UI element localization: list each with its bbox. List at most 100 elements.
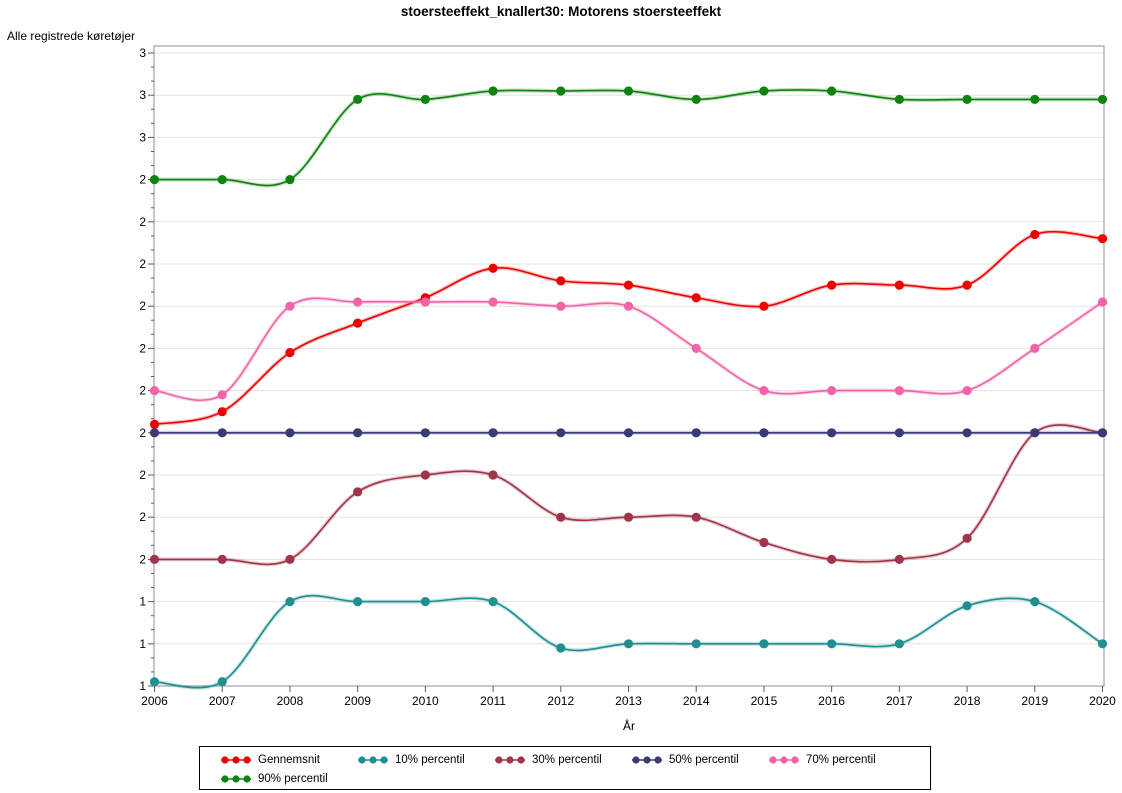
data-point-50pct-percentil-2017	[894, 428, 904, 438]
data-point-90pct-percentil-2009	[353, 94, 363, 105]
x-tick-label: 2011	[480, 694, 506, 708]
legend-item-gennemsnit: Gennemsnit	[220, 754, 357, 766]
y-tick-label: 1	[139, 637, 146, 651]
legend-item-70pct-percentil: 70% percentil	[768, 754, 905, 766]
data-point-90pct-percentil-2020	[1097, 94, 1108, 105]
legend-item-90pct-percentil: 90% percentil	[220, 773, 357, 785]
data-point-30pct-percentil-2010	[420, 470, 430, 480]
data-point-50pct-percentil-2015	[759, 428, 769, 438]
data-point-30pct-percentil-2017	[894, 554, 904, 565]
data-point-gennemsnit-2017	[894, 280, 904, 290]
data-point-gennemsnit-2008	[285, 348, 295, 358]
x-tick-label: 2010	[412, 694, 439, 708]
x-tick-label: 2017	[886, 694, 913, 708]
data-point-30pct-percentil-2011	[488, 470, 498, 480]
data-point-90pct-percentil-2012	[556, 86, 566, 96]
data-point-90pct-percentil-2014	[691, 94, 701, 105]
data-point-90pct-percentil-2018	[962, 94, 972, 105]
data-point-70pct-percentil-2016	[827, 386, 837, 396]
y-tick-label: 3	[139, 130, 146, 144]
y-tick-label: 2	[139, 510, 146, 524]
data-point-90pct-percentil-2019	[1030, 94, 1040, 105]
x-tick-label: 2016	[818, 694, 845, 708]
data-point-gennemsnit-2007	[217, 407, 227, 417]
data-point-90pct-percentil-2006	[149, 175, 160, 185]
data-point-10pct-percentil-2006	[149, 677, 160, 687]
data-point-10pct-percentil-2012	[556, 643, 566, 653]
x-tick-label: 2012	[547, 694, 574, 708]
data-point-gennemsnit-2018	[962, 280, 972, 290]
y-tick-label: 2	[139, 384, 146, 398]
x-tick-label: 2019	[1021, 694, 1048, 708]
data-point-30pct-percentil-2015	[759, 537, 769, 548]
data-point-70pct-percentil-2018	[962, 386, 972, 396]
data-point-gennemsnit-2009	[353, 318, 363, 328]
data-point-90pct-percentil-2015	[759, 86, 769, 96]
legend-label: 30% percentil	[532, 753, 602, 766]
data-point-90pct-percentil-2007	[217, 175, 227, 185]
data-point-10pct-percentil-2014	[691, 639, 701, 649]
data-point-50pct-percentil-2019	[1030, 428, 1040, 438]
legend-label: 90% percentil	[258, 772, 328, 785]
y-tick-label: 2	[139, 552, 146, 566]
series-line-30pct-percentil	[154, 424, 1103, 566]
data-point-50pct-percentil-2008	[285, 428, 295, 438]
data-point-70pct-percentil-2007	[217, 390, 227, 400]
x-tick-label: 2009	[344, 694, 371, 708]
data-point-50pct-percentil-2016	[827, 428, 837, 438]
y-tick-label: 2	[139, 173, 146, 187]
legend-marker-icon	[358, 755, 388, 764]
data-point-70pct-percentil-2012	[556, 301, 566, 311]
series-halo-gennemsnit	[154, 229, 1103, 427]
x-tick-label: 2006	[141, 694, 168, 708]
data-point-90pct-percentil-2011	[488, 86, 498, 96]
y-tick-label: 2	[139, 426, 146, 440]
data-point-70pct-percentil-2009	[353, 297, 363, 307]
data-point-gennemsnit-2014	[691, 293, 701, 303]
data-point-90pct-percentil-2008	[285, 175, 295, 185]
y-tick-label: 1	[139, 679, 146, 693]
data-point-30pct-percentil-2008	[285, 554, 295, 565]
legend-label: Gennemsnit	[258, 753, 321, 766]
legend: Gennemsnit 10% percentil 30% percentil 50% …	[199, 746, 931, 790]
data-point-50pct-percentil-2009	[353, 428, 363, 438]
x-tick-label: 2020	[1089, 694, 1116, 708]
data-point-10pct-percentil-2018	[962, 601, 972, 611]
data-point-10pct-percentil-2019	[1030, 597, 1040, 607]
data-point-30pct-percentil-2009	[353, 487, 363, 497]
data-point-70pct-percentil-2010	[420, 297, 430, 307]
y-tick-label: 2	[139, 341, 146, 355]
data-point-30pct-percentil-2014	[691, 512, 701, 522]
data-point-10pct-percentil-2007	[217, 677, 227, 687]
legend-marker-icon	[221, 774, 251, 783]
data-point-50pct-percentil-2012	[556, 428, 566, 438]
data-point-30pct-percentil-2013	[623, 512, 634, 522]
y-tick-label: 3	[139, 88, 146, 102]
x-tick-label: 2007	[209, 694, 236, 708]
legend-marker-icon	[221, 755, 251, 764]
data-point-30pct-percentil-2016	[827, 554, 837, 565]
data-point-50pct-percentil-2011	[488, 428, 498, 438]
data-point-90pct-percentil-2010	[420, 94, 430, 105]
legend-row: 90% percentil	[220, 769, 930, 788]
data-point-30pct-percentil-2018	[962, 533, 972, 543]
x-tick-label: 2008	[277, 694, 304, 708]
data-point-90pct-percentil-2016	[827, 86, 837, 96]
data-point-50pct-percentil-2010	[420, 428, 430, 438]
data-point-10pct-percentil-2010	[420, 597, 430, 607]
data-point-50pct-percentil-2007	[217, 428, 227, 438]
data-point-70pct-percentil-2015	[759, 386, 769, 396]
data-point-50pct-percentil-2013	[623, 428, 634, 438]
x-tick-label: 2013	[615, 694, 642, 708]
data-point-gennemsnit-2012	[556, 276, 566, 286]
data-point-50pct-percentil-2018	[962, 428, 972, 438]
data-point-gennemsnit-2019	[1030, 229, 1040, 240]
data-point-90pct-percentil-2017	[894, 94, 904, 105]
legend-item-10pct-percentil: 10% percentil	[357, 754, 494, 766]
legend-item-50pct-percentil: 50% percentil	[631, 754, 768, 766]
legend-label: 10% percentil	[395, 753, 465, 766]
data-point-gennemsnit-2011	[488, 263, 498, 273]
data-point-30pct-percentil-2012	[556, 512, 566, 522]
